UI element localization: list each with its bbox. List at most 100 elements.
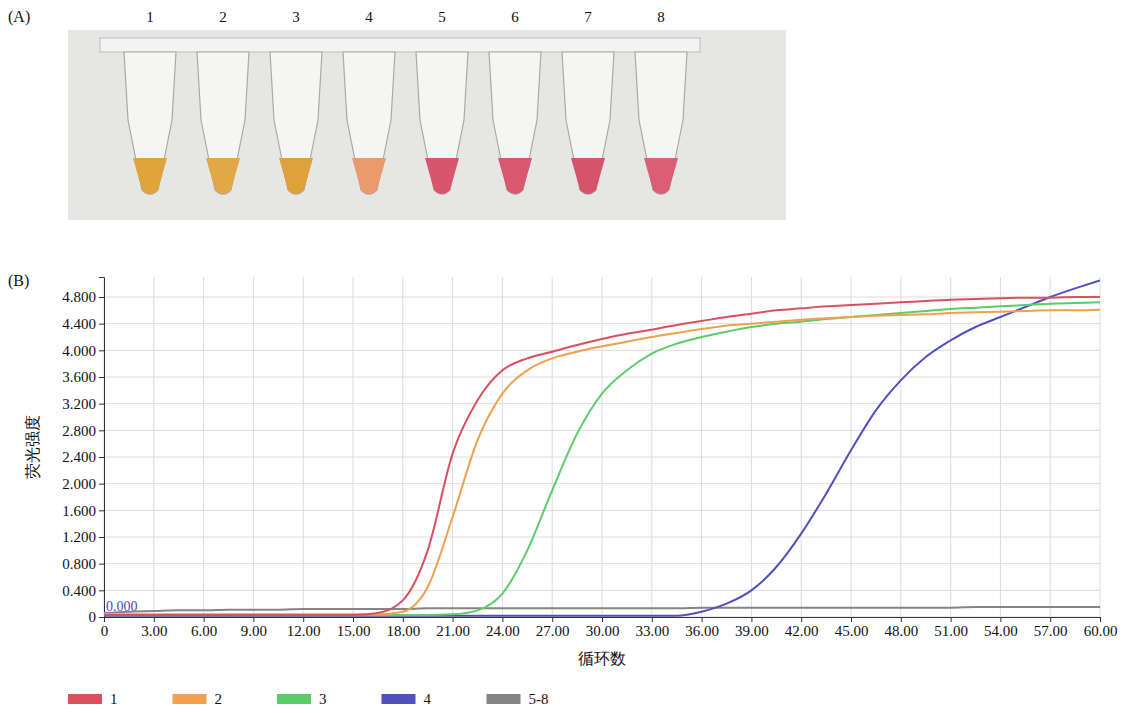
grid-line-x	[801, 277, 802, 617]
grid-line-x	[203, 277, 204, 617]
x-tick-label: 57.00	[1034, 623, 1068, 639]
x-tick: 45.00	[835, 617, 869, 639]
x-tick-label: 0	[101, 623, 109, 639]
legend: 12345-8	[68, 691, 549, 707]
y-tick-label: 0	[89, 609, 97, 625]
tube-label: 3	[292, 9, 300, 25]
y-tick-mark	[99, 457, 104, 458]
y-tick: 1.200	[62, 529, 104, 545]
x-tick-label: 60.00	[1084, 623, 1118, 639]
y-tick: 2.400	[62, 449, 104, 465]
tube: 7	[562, 9, 614, 194]
tube: 1	[124, 9, 176, 194]
grid-line-y	[104, 510, 1100, 511]
grid-line-x	[153, 277, 154, 617]
y-tick: 3.200	[62, 396, 104, 412]
y-tick: 0.800	[62, 556, 104, 572]
legend-swatch	[382, 694, 416, 704]
tube: 8	[635, 9, 687, 194]
grid-line-x	[552, 277, 553, 617]
y-tick-label: 2.800	[62, 423, 96, 439]
x-tick: 30.00	[586, 617, 620, 639]
tube: 2	[197, 9, 249, 194]
y-tick-label: 3.200	[62, 396, 96, 412]
panel-label: (A)	[8, 8, 30, 26]
grid-line-x	[502, 277, 503, 617]
tube: 5	[416, 9, 468, 194]
x-tick: 24.00	[486, 617, 520, 639]
grid-line-y	[104, 403, 1100, 404]
y-tick-mark	[99, 484, 104, 485]
x-tick-label: 39.00	[735, 623, 769, 639]
legend-label: 3	[319, 691, 327, 707]
tube-body	[416, 52, 468, 194]
grid-line-y	[104, 457, 1100, 458]
x-tick-mark	[1100, 617, 1101, 622]
y-tick-mark	[99, 590, 104, 591]
x-tick-mark	[502, 617, 503, 622]
x-tick-mark	[1000, 617, 1001, 622]
tube-label: 1	[146, 9, 154, 25]
tube-liquid	[133, 158, 167, 194]
x-tick-mark	[403, 617, 404, 622]
grid-line-y	[104, 563, 1100, 564]
grid-line-x	[651, 277, 652, 617]
grid-line-x	[253, 277, 254, 617]
grid-line-y	[104, 430, 1100, 431]
tube-liquid	[571, 158, 605, 194]
tube-label: 6	[511, 9, 519, 25]
x-tick-mark	[303, 617, 304, 622]
x-tick-mark	[602, 617, 603, 622]
y-tick: 2.800	[62, 423, 104, 439]
x-tick: 57.00	[1034, 617, 1068, 639]
legend-label: 2	[215, 691, 223, 707]
x-tick-mark	[453, 617, 454, 622]
x-tick-label: 21.00	[436, 623, 470, 639]
tube: 4	[343, 9, 395, 194]
y-tick: 3.600	[62, 369, 104, 385]
x-tick-mark	[702, 617, 703, 622]
y-tick-label: 4.000	[62, 343, 96, 359]
x-tick: 3.00	[141, 617, 167, 639]
grid-line-x	[1050, 277, 1051, 617]
x-tick-label: 9.00	[241, 623, 267, 639]
y-tick-label: 2.000	[62, 476, 96, 492]
y-tick-mark	[99, 510, 104, 511]
x-tick-label: 6.00	[191, 623, 217, 639]
grid-line-x	[452, 277, 453, 617]
legend-label: 1	[110, 691, 118, 707]
x-tick-mark	[253, 617, 254, 622]
photo-background	[68, 30, 786, 220]
legend-item: 1	[68, 691, 118, 707]
grid-line-y	[104, 297, 1100, 298]
grid-line-x	[1100, 277, 1101, 617]
grid-line-x	[851, 277, 852, 617]
x-tick: 54.00	[984, 617, 1018, 639]
y-tick-label: 0.400	[62, 583, 96, 599]
figure: (A)12345678(B)03.006.009.0012.0015.0018.…	[0, 0, 1132, 713]
x-tick-label: 15.00	[337, 623, 371, 639]
x-tick-mark	[851, 617, 852, 622]
grid-line-x	[900, 277, 901, 617]
x-tick: 51.00	[934, 617, 968, 639]
x-tick: 27.00	[536, 617, 570, 639]
series-line	[104, 302, 1100, 615]
x-tick: 48.00	[884, 617, 918, 639]
tube-liquid	[279, 158, 313, 194]
tube-body	[270, 52, 322, 194]
tube-strip	[100, 38, 700, 52]
x-tick-mark	[901, 617, 902, 622]
legend-label: 5-8	[529, 691, 549, 707]
x-tick-mark	[801, 617, 802, 622]
lines	[104, 280, 1100, 615]
y-tick-label: 4.400	[62, 316, 96, 332]
y-tick: 0.400	[62, 583, 104, 599]
y-tick-mark	[99, 377, 104, 378]
x-axis-title: 循环数	[578, 650, 626, 667]
tube-body	[562, 52, 614, 194]
y-tick-label: 1.600	[62, 503, 96, 519]
x-tick-label: 24.00	[486, 623, 520, 639]
tube-label: 7	[584, 9, 592, 25]
y-tick-label: 3.600	[62, 369, 96, 385]
grid	[104, 277, 1100, 617]
